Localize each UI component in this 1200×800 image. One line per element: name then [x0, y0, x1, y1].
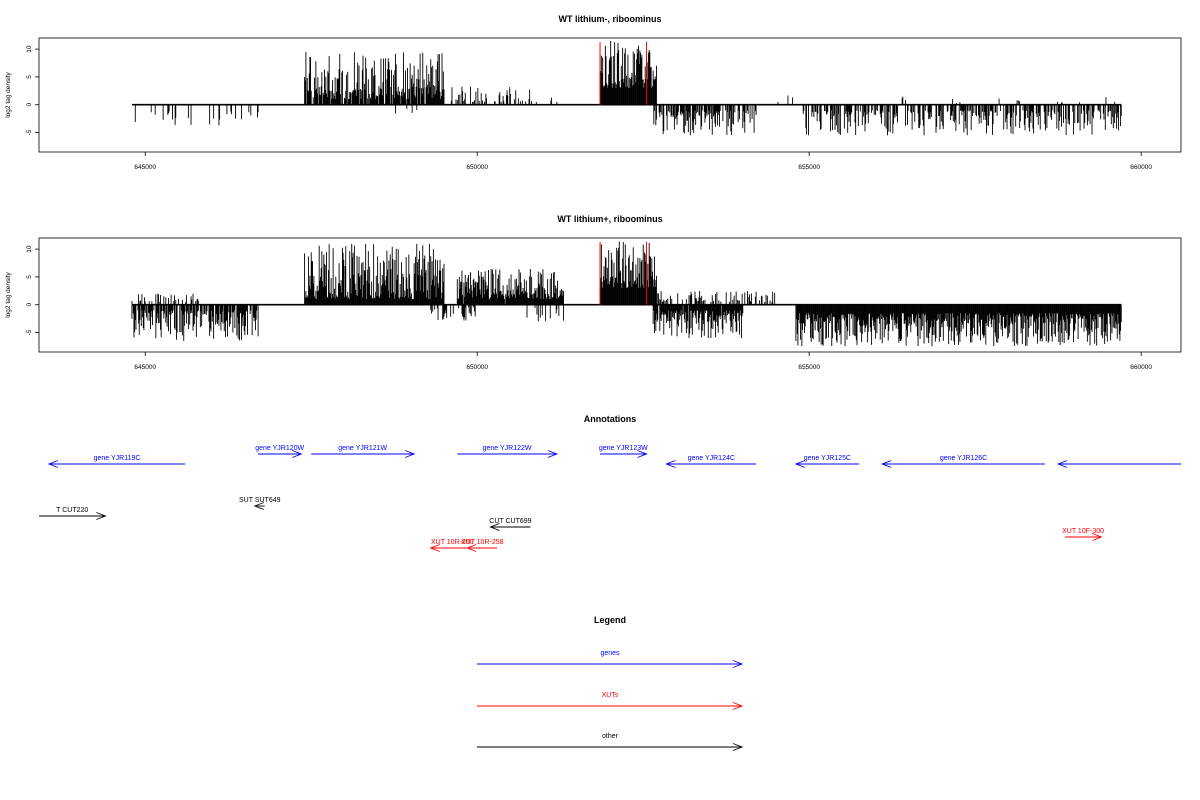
annotation-feature: T CUT220 [39, 507, 107, 520]
x-tick-label: 645000 [134, 164, 156, 171]
annotation-feature: gene YJR125C [794, 455, 859, 468]
x-tick-label: 645000 [134, 364, 156, 371]
feature-arrow-head [1092, 533, 1103, 541]
legend-item: other [477, 733, 744, 751]
feature-label: gene YJR125C [804, 455, 851, 462]
feature-arrow-head [794, 460, 806, 468]
annotation-feature: gene YJR126C [880, 455, 1045, 468]
y-axis-label: log2 tag density [5, 271, 12, 317]
legend-label: other [602, 733, 619, 740]
feature-label: gene YJR120W [255, 445, 304, 452]
feature-arrow-head [1056, 460, 1068, 468]
feature-label: XUT 10F-300 [1062, 528, 1104, 535]
feature-label: gene YJR119C [94, 455, 141, 462]
feature-label: CUT CUT699 [489, 518, 531, 525]
legend-arrow-head [732, 743, 744, 751]
feature-label: gene YJR124C [688, 455, 735, 462]
feature-arrow-head [489, 523, 500, 531]
panel-2-plot: -5 0 5 10 log2 tag density 645000 650000 655000… [5, 237, 1182, 371]
annotation-feature: XUT 10F-300 [1062, 528, 1104, 541]
x-tick-label: 655000 [798, 164, 820, 171]
legend-title: Legend [594, 615, 626, 625]
feature-label: XUT 10R-260 [431, 539, 474, 546]
y-tick-label: -5 [26, 129, 33, 135]
x-tick-label: 650000 [466, 164, 488, 171]
annotation-feature: gene YJR122W [457, 445, 559, 458]
x-tick-label: 650000 [466, 364, 488, 371]
feature-label: gene YJR126C [940, 455, 987, 462]
annotation-feature: SUT SUT649 [239, 497, 281, 510]
feature-arrow-head [547, 450, 559, 458]
y-tick-label: 5 [26, 275, 33, 279]
feature-arrow-head [466, 544, 477, 552]
annotation-feature: XUT 10R-258 [461, 539, 504, 552]
feature-arrow-head [429, 544, 440, 552]
feature-arrow-head [637, 450, 648, 458]
x-tick-label: 660000 [1130, 364, 1152, 371]
legend-label: genes [600, 650, 620, 657]
feature-arrow-head [665, 460, 676, 468]
feature-arrow-head [96, 512, 107, 520]
panel-2-title: WT lithium+, riboominus [557, 214, 662, 224]
x-tick-label: 660000 [1130, 164, 1152, 171]
feature-arrow-head [292, 450, 303, 458]
annotation-feature: gene YJR120W [255, 445, 305, 458]
y-axis-label: log2 tag density [5, 71, 12, 117]
plot-frame [38, 37, 1182, 153]
annotation-feature [1056, 460, 1181, 468]
legend-label: XUTs [602, 692, 619, 699]
y-tick-label: 0 [26, 303, 33, 307]
density-bars [134, 41, 1122, 136]
feature-arrow-head [404, 450, 416, 458]
feature-label: T CUT220 [56, 507, 88, 514]
plot-frame [38, 237, 1182, 353]
density-bars [131, 241, 1122, 347]
feature-label: gene YJR122W [483, 445, 532, 452]
feature-label: XUT 10R-258 [461, 539, 504, 546]
feature-label: gene YJR121W [338, 445, 387, 452]
feature-arrow-head [47, 460, 59, 468]
annotation-feature: gene YJR124C [665, 455, 757, 468]
legend-arrow-head [732, 660, 744, 668]
annotation-feature: gene YJR123W [599, 445, 648, 458]
y-tick-label: 5 [26, 75, 33, 79]
feature-label: SUT SUT649 [239, 497, 281, 504]
legend-arrow-head [732, 702, 744, 710]
annotation-feature: CUT CUT699 [489, 518, 532, 531]
feature-arrow-head [253, 502, 264, 510]
y-tick-label: 0 [26, 103, 33, 107]
feature-label: gene YJR123W [599, 445, 648, 452]
annotation-track: gene YJR119C gene YJR120W gene YJR121W gene… [39, 445, 1181, 552]
annotation-feature: gene YJR119C [47, 455, 186, 468]
legend: genes XUTs other [477, 650, 744, 751]
x-tick-label: 655000 [798, 364, 820, 371]
feature-arrow-head [880, 460, 892, 468]
annotations-title: Annotations [584, 414, 637, 424]
y-tick-label: 10 [26, 245, 33, 253]
panel-1-title: WT lithium-, riboominus [559, 14, 662, 24]
legend-item: XUTs [477, 692, 744, 710]
panel-1-plot: -5 0 5 10 log2 tag density 645000 650000 655000… [5, 37, 1182, 171]
legend-item: genes [477, 650, 744, 668]
y-tick-label: 10 [26, 45, 33, 53]
annotation-feature: gene YJR121W [311, 445, 416, 458]
y-tick-label: -5 [26, 329, 33, 335]
